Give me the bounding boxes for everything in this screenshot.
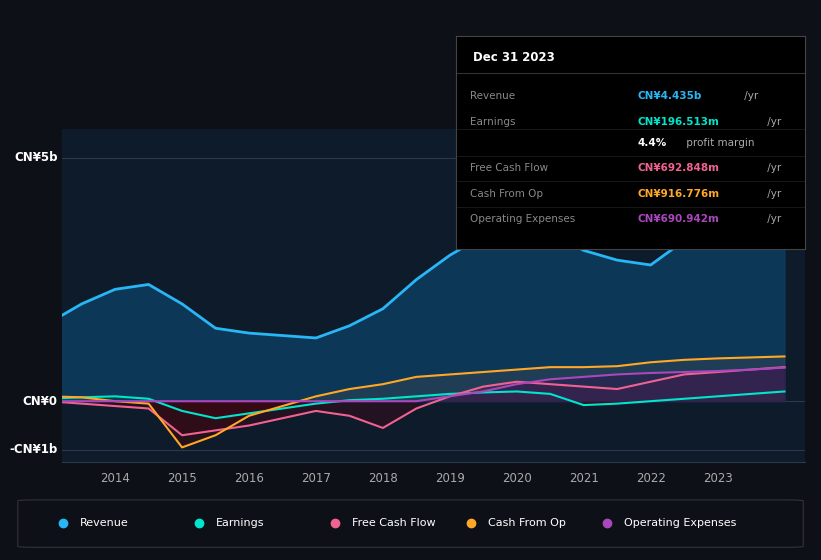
Text: CN¥4.435b: CN¥4.435b xyxy=(637,91,701,101)
Text: /yr: /yr xyxy=(764,164,781,174)
Text: Operating Expenses: Operating Expenses xyxy=(623,517,736,528)
Text: /yr: /yr xyxy=(741,91,758,101)
Text: CN¥0: CN¥0 xyxy=(23,395,57,408)
FancyBboxPatch shape xyxy=(18,500,803,547)
Text: Earnings: Earnings xyxy=(216,517,264,528)
Text: /yr: /yr xyxy=(764,116,781,127)
Text: Revenue: Revenue xyxy=(80,517,128,528)
Text: Operating Expenses: Operating Expenses xyxy=(470,214,575,225)
Text: 4.4%: 4.4% xyxy=(637,138,667,148)
Text: Dec 31 2023: Dec 31 2023 xyxy=(473,52,555,64)
Text: CN¥692.848m: CN¥692.848m xyxy=(637,164,719,174)
Text: CN¥916.776m: CN¥916.776m xyxy=(637,189,719,199)
Text: Revenue: Revenue xyxy=(470,91,515,101)
Text: Cash From Op: Cash From Op xyxy=(470,189,543,199)
Text: Cash From Op: Cash From Op xyxy=(488,517,566,528)
Text: Free Cash Flow: Free Cash Flow xyxy=(351,517,435,528)
Text: /yr: /yr xyxy=(764,189,781,199)
Text: CN¥690.942m: CN¥690.942m xyxy=(637,214,719,225)
Text: -CN¥1b: -CN¥1b xyxy=(10,444,57,456)
Text: CN¥196.513m: CN¥196.513m xyxy=(637,116,719,127)
Text: /yr: /yr xyxy=(764,214,781,225)
Text: Free Cash Flow: Free Cash Flow xyxy=(470,164,548,174)
Text: Earnings: Earnings xyxy=(470,116,515,127)
Text: profit margin: profit margin xyxy=(683,138,754,148)
Text: CN¥5b: CN¥5b xyxy=(14,152,57,165)
